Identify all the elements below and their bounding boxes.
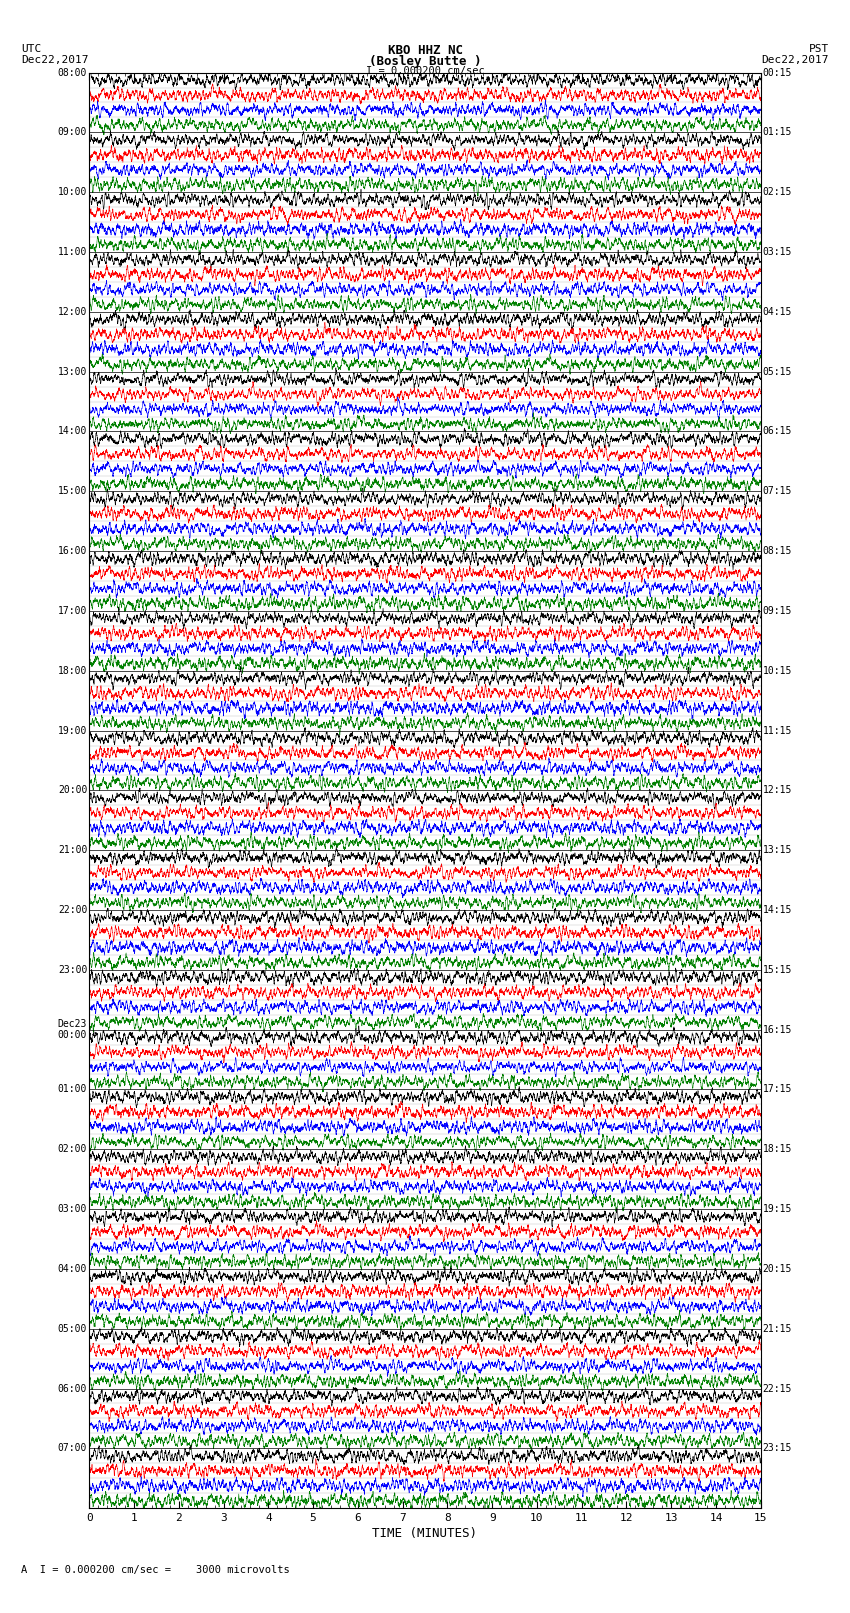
Text: 01:15: 01:15 [762, 127, 792, 137]
Text: Dec22,2017: Dec22,2017 [21, 55, 88, 65]
Text: 19:00: 19:00 [58, 726, 88, 736]
Text: 10:00: 10:00 [58, 187, 88, 197]
Text: 07:00: 07:00 [58, 1444, 88, 1453]
Text: 12:15: 12:15 [762, 786, 792, 795]
Text: 21:00: 21:00 [58, 845, 88, 855]
Text: 03:00: 03:00 [58, 1203, 88, 1215]
Text: Dec23
00:00: Dec23 00:00 [58, 1019, 88, 1040]
Text: 23:00: 23:00 [58, 965, 88, 974]
Text: 02:15: 02:15 [762, 187, 792, 197]
Text: 16:00: 16:00 [58, 547, 88, 556]
Text: 04:15: 04:15 [762, 306, 792, 316]
Text: UTC: UTC [21, 44, 42, 53]
Text: 18:00: 18:00 [58, 666, 88, 676]
Text: 00:15: 00:15 [762, 68, 792, 77]
Text: 02:00: 02:00 [58, 1144, 88, 1155]
Text: PST: PST [808, 44, 829, 53]
Text: 15:15: 15:15 [762, 965, 792, 974]
Text: Dec22,2017: Dec22,2017 [762, 55, 829, 65]
Text: 08:15: 08:15 [762, 547, 792, 556]
Text: 22:00: 22:00 [58, 905, 88, 915]
Text: 13:15: 13:15 [762, 845, 792, 855]
Text: 20:00: 20:00 [58, 786, 88, 795]
Text: 22:15: 22:15 [762, 1384, 792, 1394]
Text: 08:00: 08:00 [58, 68, 88, 77]
Text: 20:15: 20:15 [762, 1265, 792, 1274]
Text: 09:00: 09:00 [58, 127, 88, 137]
Text: 06:15: 06:15 [762, 426, 792, 437]
Text: KBO HHZ NC: KBO HHZ NC [388, 44, 462, 56]
Text: 07:15: 07:15 [762, 486, 792, 497]
Text: 21:15: 21:15 [762, 1324, 792, 1334]
Text: 09:15: 09:15 [762, 606, 792, 616]
Text: I = 0.000200 cm/sec: I = 0.000200 cm/sec [366, 66, 484, 76]
Text: 23:15: 23:15 [762, 1444, 792, 1453]
Text: (Bosley Butte ): (Bosley Butte ) [369, 55, 481, 68]
Text: 17:15: 17:15 [762, 1084, 792, 1095]
Text: 13:00: 13:00 [58, 366, 88, 377]
Text: 10:15: 10:15 [762, 666, 792, 676]
Text: 01:00: 01:00 [58, 1084, 88, 1095]
Text: 19:15: 19:15 [762, 1203, 792, 1215]
Text: 05:15: 05:15 [762, 366, 792, 377]
Text: A  I = 0.000200 cm/sec =    3000 microvolts: A I = 0.000200 cm/sec = 3000 microvolts [21, 1565, 290, 1574]
Text: 04:00: 04:00 [58, 1265, 88, 1274]
Text: 06:00: 06:00 [58, 1384, 88, 1394]
Text: 16:15: 16:15 [762, 1024, 792, 1034]
Text: 12:00: 12:00 [58, 306, 88, 316]
Text: 15:00: 15:00 [58, 486, 88, 497]
Text: 17:00: 17:00 [58, 606, 88, 616]
Text: 11:00: 11:00 [58, 247, 88, 256]
X-axis label: TIME (MINUTES): TIME (MINUTES) [372, 1528, 478, 1540]
Text: 05:00: 05:00 [58, 1324, 88, 1334]
Text: 18:15: 18:15 [762, 1144, 792, 1155]
Text: 14:15: 14:15 [762, 905, 792, 915]
Text: 14:00: 14:00 [58, 426, 88, 437]
Text: 03:15: 03:15 [762, 247, 792, 256]
Text: 11:15: 11:15 [762, 726, 792, 736]
